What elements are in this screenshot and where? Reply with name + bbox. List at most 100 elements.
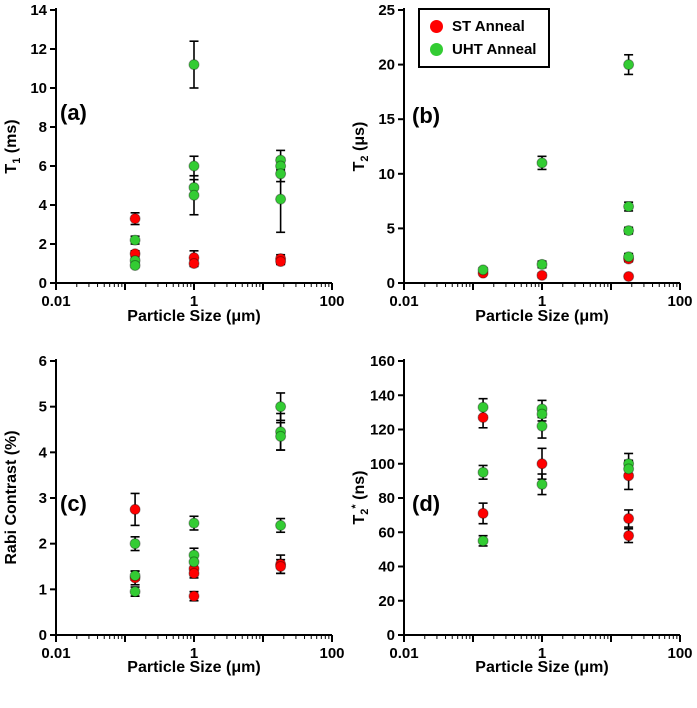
data-point — [129, 234, 141, 246]
x-tick-label: 1 — [190, 645, 198, 662]
y-tick-label: 5 — [39, 399, 47, 416]
x-tick-label: 100 — [667, 293, 692, 310]
y-tick-label: 20 — [378, 57, 395, 74]
data-point — [536, 258, 548, 270]
x-tick-label: 100 — [319, 645, 344, 662]
panel-d: T2* (ns) 0 20 40 60 80 100 120 140 160 0.01 1 100 (… — [348, 351, 697, 703]
y-tick-label: 1 — [39, 581, 47, 598]
st-anneal-marker-icon — [430, 20, 443, 33]
y-tick-label: 4 — [39, 197, 48, 214]
data-point — [129, 570, 141, 582]
y-tick-label: 40 — [378, 559, 395, 576]
data-point — [477, 535, 489, 547]
y-tick-label: 4 — [39, 444, 48, 461]
y-title-rest: (ms) — [3, 119, 20, 158]
data-point — [188, 160, 200, 172]
data-point — [275, 561, 287, 572]
panel-d-x-axis-title: Particle Size (μm) — [475, 659, 609, 676]
y-tick-label: 2 — [39, 536, 47, 553]
panel-a: T1 (ms) 0 2 4 6 8 10 12 14 0.01 1 100 (a) Particle… — [0, 0, 348, 351]
panel-d-chart: 0 20 40 60 80 100 120 140 160 0.01 1 100 — [370, 353, 693, 662]
data-point — [275, 430, 287, 442]
y-title-base: T — [351, 161, 368, 172]
data-point — [536, 458, 548, 470]
data-point — [275, 519, 287, 531]
series-0-points — [129, 213, 287, 269]
y-ticks: 0 2 4 6 8 10 12 14 — [30, 2, 56, 292]
y-tick-label: 2 — [39, 236, 47, 253]
y-tick-label: 0 — [387, 627, 395, 644]
legend-item-st-anneal: ST Anneal — [430, 15, 536, 38]
x-tick-label: 0.01 — [41, 645, 70, 662]
panel-c-letter: (c) — [60, 491, 87, 516]
series-1-points — [129, 401, 287, 598]
data-point — [129, 538, 141, 550]
x-ticks: 0.01 1 100 — [389, 635, 693, 662]
panel-b-chart: 0 5 10 15 20 25 0.01 1 100 — [378, 2, 692, 310]
legend-label: ST Anneal — [452, 18, 525, 35]
panel-b-letter: (b) — [412, 103, 441, 128]
y-tick-label: 60 — [378, 524, 395, 541]
y-tick-label: 10 — [378, 166, 395, 183]
y-ticks: 0 20 40 60 80 100 120 140 160 — [370, 353, 404, 644]
y-title-rest: (μs) — [351, 121, 368, 156]
series-0-points — [477, 412, 635, 542]
y-title-sup: * — [350, 504, 362, 509]
data-point — [188, 590, 200, 602]
panel-a-y-axis-title: T1 (ms) — [2, 10, 24, 283]
x-ticks: 0.01 1 100 — [41, 283, 345, 310]
legend-item-uht-anneal: UHT Anneal — [430, 38, 536, 61]
x-tick-label: 100 — [667, 645, 692, 662]
data-point — [188, 59, 200, 71]
data-point — [129, 503, 141, 515]
data-point — [188, 556, 200, 568]
error-bars — [130, 40, 286, 269]
panel-d-letter: (d) — [412, 491, 441, 516]
series-1-points — [477, 401, 635, 547]
series-0-points — [477, 253, 635, 282]
data-point — [536, 478, 548, 490]
panel-a-x-axis-title: Particle Size (μm) — [127, 308, 261, 325]
y-tick-label: 6 — [39, 353, 47, 370]
data-point — [623, 225, 635, 237]
x-tick-label: 0.01 — [389, 645, 418, 662]
data-point — [536, 420, 548, 432]
uht-anneal-marker-icon — [430, 43, 443, 56]
y-title-rest: (ns) — [351, 470, 368, 505]
y-tick-label: 80 — [378, 490, 395, 507]
series-0-points — [129, 503, 287, 602]
y-tick-label: 20 — [378, 593, 395, 610]
data-point — [188, 517, 200, 529]
panel-b-x-axis-title: Particle Size (μm) — [475, 308, 609, 325]
y-tick-label: 160 — [370, 353, 395, 370]
data-point — [477, 466, 489, 478]
data-point — [275, 193, 287, 205]
data-point — [188, 189, 200, 201]
y-ticks: 0 5 10 15 20 25 — [378, 2, 404, 292]
y-tick-label: 10 — [30, 80, 47, 97]
y-title-base: T — [3, 163, 20, 174]
y-tick-label: 120 — [370, 422, 395, 439]
data-point — [129, 586, 141, 598]
data-point — [188, 258, 200, 269]
panel-a-chart: 0 2 4 6 8 10 12 14 0.01 1 100 — [30, 2, 345, 310]
data-point — [275, 168, 287, 180]
panel-c-x-axis-title: Particle Size (μm) — [127, 659, 261, 676]
y-title-sub: 2 — [359, 508, 371, 515]
data-point — [477, 412, 489, 424]
y-ticks: 0 1 2 3 4 5 6 — [39, 353, 56, 644]
y-tick-label: 6 — [39, 158, 47, 175]
panel-c-chart: 0 1 2 3 4 5 6 0.01 1 100 — [39, 353, 345, 662]
y-tick-label: 100 — [370, 456, 395, 473]
data-point — [623, 513, 635, 525]
error-bars — [478, 397, 634, 547]
data-point — [188, 567, 200, 579]
x-tick-label: 1 — [538, 293, 546, 310]
data-point — [477, 507, 489, 519]
data-point — [623, 59, 635, 71]
data-point — [623, 530, 635, 542]
x-tick-label: 1 — [538, 645, 546, 662]
data-point — [129, 259, 141, 271]
y-tick-label: 14 — [30, 2, 47, 19]
